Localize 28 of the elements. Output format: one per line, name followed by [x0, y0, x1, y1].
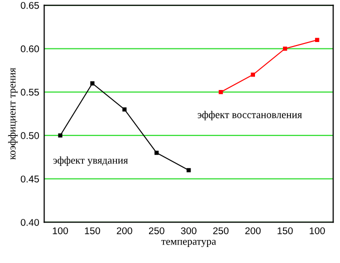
x-tick-label: 100	[310, 227, 325, 234]
y-tick-label: 0.55	[20, 88, 39, 96]
x-tick-label: 200	[245, 227, 261, 234]
y-tick-label: 0.65	[20, 2, 39, 9]
point	[218, 90, 223, 94]
x-tick-label: 300	[180, 227, 196, 234]
y-tick-label: 0.45	[20, 176, 39, 182]
point	[250, 72, 256, 77]
x-tick-label: 100	[52, 227, 68, 234]
point	[154, 150, 159, 155]
y-tick-label: 0.60	[20, 45, 39, 52]
x-tick-label: 200	[116, 227, 132, 234]
point	[58, 133, 62, 138]
y-tick-label: 0.50	[20, 132, 39, 140]
point	[186, 168, 191, 172]
x-tick-label: 250	[213, 227, 229, 234]
x-tick-label: 250	[148, 227, 164, 234]
text: эффект восстановления	[198, 110, 302, 120]
x-tick-label: 150	[85, 227, 100, 234]
point	[90, 81, 94, 86]
point	[282, 46, 288, 51]
point	[315, 38, 320, 42]
y-tick-label: 0.40	[20, 218, 39, 226]
x-axis-title: температура	[161, 240, 216, 247]
x-tick-label: 150	[278, 227, 293, 234]
y-axis-title: коэффициент трения	[8, 68, 18, 160]
series-label: эффект увядания	[53, 156, 128, 166]
point	[122, 107, 127, 112]
